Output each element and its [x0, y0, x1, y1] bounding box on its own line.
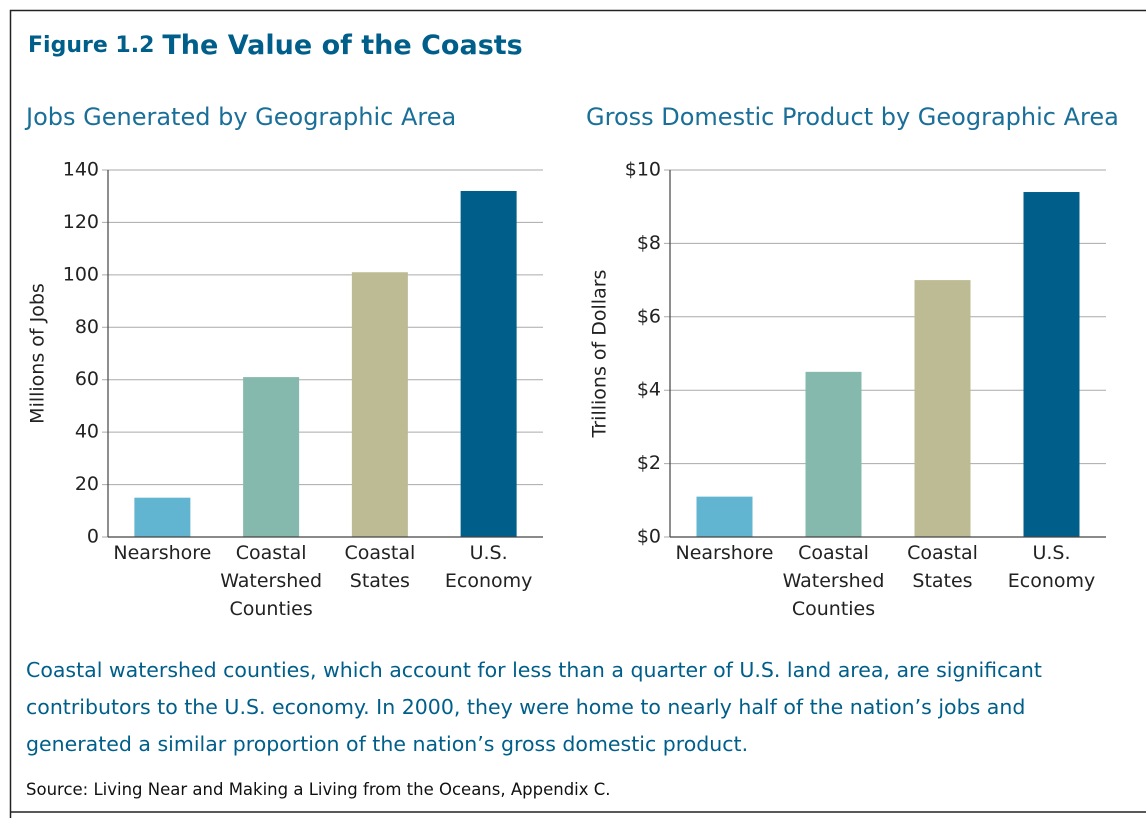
y-tick-label: 0: [87, 526, 99, 548]
x-tick-word: Coastal: [236, 542, 307, 564]
x-tick-word: Counties: [792, 598, 875, 620]
x-tick-word: Economy: [445, 570, 533, 592]
x-tick-word: States: [350, 570, 410, 592]
x-tick-word: U.S.: [470, 542, 508, 564]
y-tick-label: 100: [63, 263, 99, 285]
y-tick-label: 80: [75, 316, 99, 338]
bar: [914, 280, 971, 537]
bar: [696, 496, 753, 537]
x-tick-label: U.S. Economy: [1008, 542, 1096, 592]
bar: [134, 497, 191, 537]
bar: [351, 272, 408, 537]
y-tick-label: 120: [63, 211, 99, 233]
y-tick-label: $0: [637, 526, 661, 548]
x-tick-word: Counties: [229, 598, 312, 620]
x-tick-word: Nearshore: [113, 542, 211, 564]
source: Source: Living Near and Making a Living …: [26, 780, 611, 799]
y-tick-label: $6: [637, 305, 661, 327]
figure-title: Figure 1.2 The Value of the Coasts: [28, 30, 523, 61]
chart-title: Gross Domestic Product by Geographic Are…: [586, 103, 1119, 131]
caption: Coastal watershed counties, which accoun…: [26, 658, 1042, 756]
x-tick-word: Economy: [1008, 570, 1096, 592]
y-tick-label: $2: [637, 452, 661, 474]
x-tick-word: Watershed: [783, 570, 885, 592]
x-tick-label: Nearshore: [113, 542, 211, 564]
x-tick-word: U.S.: [1032, 542, 1070, 564]
x-tick-label: Coastal States: [907, 542, 978, 592]
y-axis-label: Millions of Jobs: [27, 283, 49, 424]
y-tick-label: $10: [625, 159, 661, 181]
y-axis-label: Trillions of Dollars: [589, 270, 611, 439]
y-tick-label: 20: [75, 473, 99, 495]
x-tick-label: Nearshore: [675, 542, 773, 564]
frame: [9, 9, 1146, 818]
y-tick-label: $8: [637, 232, 661, 254]
x-tick-word: Coastal: [344, 542, 415, 564]
x-tick-label: Coastal States: [344, 542, 415, 592]
x-tick-label: Coastal Watershed Counties: [783, 542, 885, 620]
x-tick-label: Coastal Watershed Counties: [220, 542, 322, 620]
x-tick-word: Watershed: [220, 570, 322, 592]
x-tick-label: U.S. Economy: [445, 542, 533, 592]
x-tick-word: Coastal: [798, 542, 869, 564]
y-tick-label: 60: [75, 368, 99, 390]
bar: [805, 371, 862, 537]
x-tick-word: States: [912, 570, 972, 592]
y-tick-label: $4: [637, 379, 661, 401]
y-tick-label: 40: [75, 421, 99, 443]
figure-label: Figure 1.2: [28, 33, 154, 58]
bar: [243, 377, 300, 537]
x-tick-word: Coastal: [907, 542, 978, 564]
x-tick-word: Nearshore: [675, 542, 773, 564]
figure-name: The Value of the Coasts: [162, 30, 522, 61]
bar: [1023, 192, 1080, 537]
chart-title: Jobs Generated by Geographic Area: [24, 103, 456, 131]
y-tick-label: 140: [63, 159, 99, 181]
bar: [460, 190, 517, 537]
